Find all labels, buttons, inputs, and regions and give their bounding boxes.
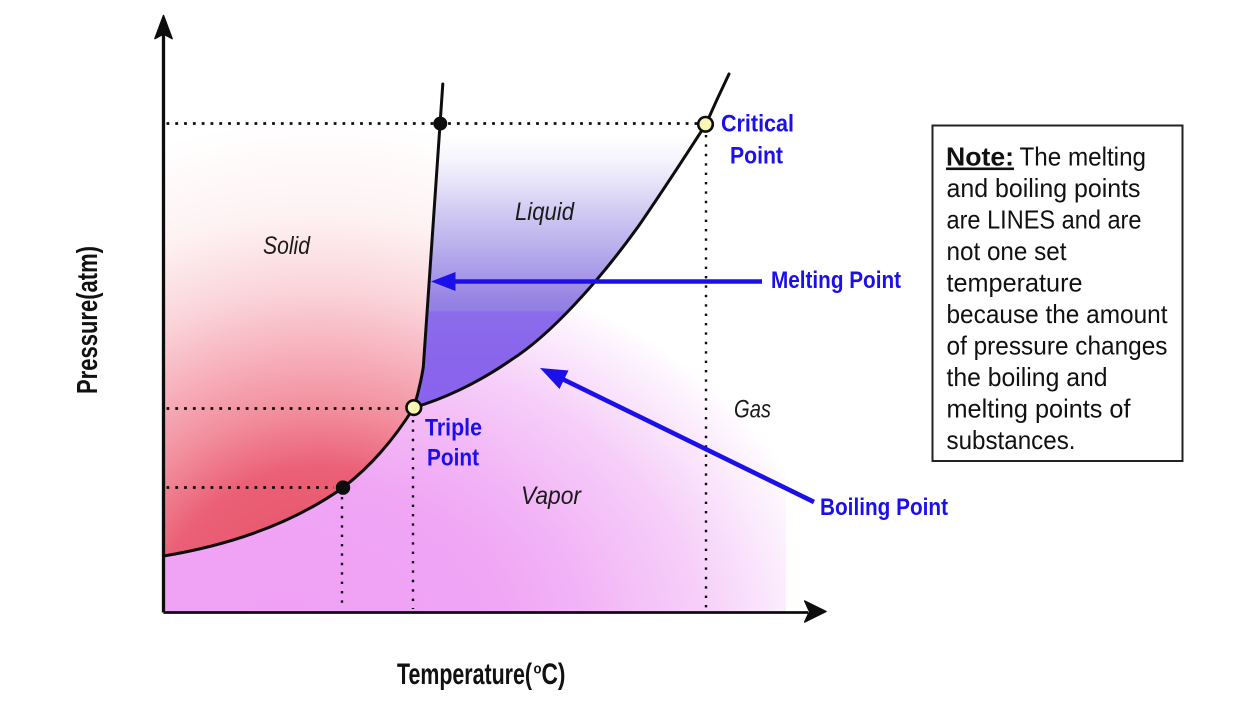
svg-text:Liquid: Liquid [515,198,575,226]
svg-text:because the amount: because the amount [947,299,1169,329]
svg-text:Triple: Triple [425,415,482,442]
svg-text:Solid: Solid [263,232,311,260]
svg-text:Note:: Note: [946,142,1014,172]
svg-text:Critical: Critical [721,111,794,138]
svg-text:of pressure changes: of pressure changes [947,331,1168,361]
svg-text:are LINES and are: are LINES and are [947,205,1142,235]
svg-text:not one set: not one set [947,236,1068,266]
svg-text:Boiling Point: Boiling Point [820,494,948,521]
svg-text:melting points of: melting points of [947,394,1132,424]
svg-text:Pressure(atm): Pressure(atm) [72,246,104,394]
svg-text:the boiling and: the boiling and [947,362,1108,392]
svg-text:Melting Point: Melting Point [771,267,901,294]
svg-text:Point: Point [427,445,479,472]
svg-text:Point: Point [730,143,783,170]
svg-text:temperature: temperature [947,268,1083,298]
svg-text:The melting: The melting [1020,142,1147,172]
svg-text:substances.: substances. [947,425,1076,455]
svg-text:Temperature(: Temperature( [397,658,532,691]
svg-text:Gas: Gas [734,396,771,424]
svg-text:and boiling points: and boiling points [947,173,1141,203]
svg-text:Vapor: Vapor [521,482,583,510]
svg-text:o: o [534,661,542,678]
svg-text:C): C) [542,658,566,691]
